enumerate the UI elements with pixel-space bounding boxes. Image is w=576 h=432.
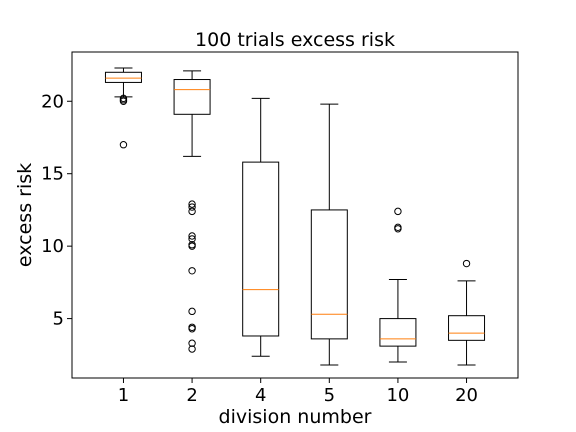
x-tick-label: 5 [324,385,335,406]
y-tick-label: 15 [41,164,64,185]
x-tick-label: 20 [455,385,478,406]
box-group-5 [310,103,348,366]
outlier-point [188,232,196,240]
plot-frame [71,51,519,379]
x-axis-label: division number [219,406,372,428]
outlier-point [188,203,196,211]
x-tick-label: 2 [186,385,197,406]
box-iqr [173,79,211,115]
outlier-point [188,242,196,250]
outlier-point [462,259,471,268]
box-group-2 [173,70,211,353]
box-group-1 [104,67,142,149]
x-tick-label: 10 [386,385,409,406]
y-tick-label: 20 [41,91,64,112]
outlier-point [188,200,196,208]
box-iqr [379,318,417,347]
box-iqr [242,161,280,337]
box-group-4 [242,97,280,357]
box-iqr [310,209,348,340]
y-tick-label: 5 [53,309,64,330]
outlier-point [394,225,402,233]
outlier-point [188,345,196,353]
x-tick-label: 4 [255,385,266,406]
outlier-point [188,267,196,275]
box-group-20 [448,259,486,366]
outlier-point [119,94,128,103]
outlier-point [188,307,196,316]
y-tick-label: 10 [41,236,64,257]
outlier-point [394,207,402,216]
outlier-point [188,325,196,333]
box-iqr [448,315,486,341]
x-tick-label: 1 [118,385,129,406]
box-iqr [104,71,142,83]
outlier-point [119,141,128,149]
outlier-point [188,235,196,243]
y-axis-label: excess risk [14,163,36,267]
outlier-point [188,339,196,347]
box-group-10 [379,207,417,363]
chart-title: 100 trials excess risk [195,29,395,51]
plot-area [104,67,486,366]
outlier-point [188,207,196,216]
